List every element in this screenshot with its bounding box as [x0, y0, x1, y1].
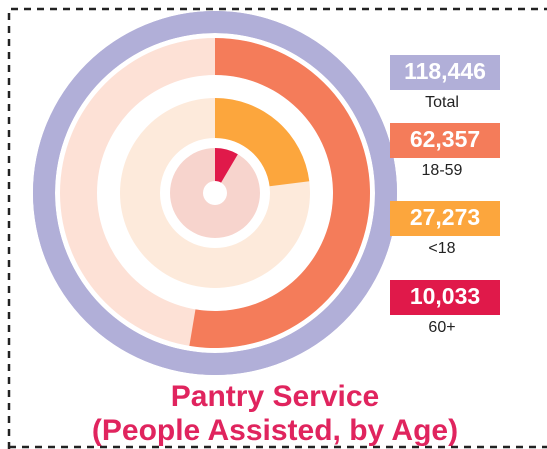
legend-label: <18 — [428, 240, 455, 257]
legend-label: 60+ — [428, 319, 455, 336]
ring-arc — [215, 148, 238, 183]
ring-arc — [215, 98, 310, 187]
value-label: 62,357 — [410, 126, 480, 152]
legend-box — [390, 201, 500, 236]
legend-box — [390, 123, 500, 158]
legend-label: 18-59 — [422, 162, 463, 179]
legend-label: Total — [425, 94, 459, 111]
value-label: 27,273 — [410, 204, 480, 230]
legend-box — [390, 55, 500, 90]
legend-box — [390, 280, 500, 315]
ring-arc — [189, 38, 370, 348]
chart-title: (People Assisted, by Age) — [92, 414, 458, 447]
ring-track — [170, 148, 260, 238]
value-label: 118,446 — [404, 58, 486, 84]
value-label: 10,033 — [410, 283, 480, 309]
chart-title: Pantry Service — [171, 380, 379, 413]
dashed-border — [7, 7, 547, 449]
